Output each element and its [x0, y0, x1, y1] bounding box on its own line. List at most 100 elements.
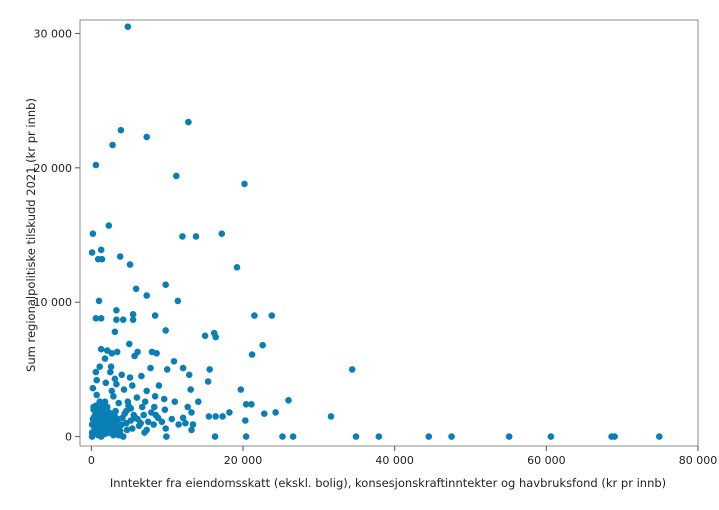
data-point [89, 230, 97, 237]
data-point [272, 409, 279, 416]
data-point [93, 391, 100, 399]
data-point [171, 398, 179, 406]
data-point [211, 433, 219, 440]
data-point [129, 425, 136, 432]
data-point [279, 433, 286, 440]
data-point [150, 421, 157, 428]
data-point [185, 371, 193, 379]
data-point [92, 161, 100, 169]
data-point [121, 410, 128, 418]
data-point [285, 397, 292, 404]
data-point [144, 418, 152, 426]
data-point [112, 407, 119, 415]
data-point [289, 433, 297, 440]
data-point [205, 413, 213, 420]
data-point [138, 372, 145, 380]
data-point [151, 403, 158, 411]
data-point [237, 386, 245, 393]
data-point [147, 364, 154, 372]
data-point [242, 433, 250, 440]
data-point [135, 422, 143, 430]
data-point [352, 433, 360, 440]
data-point [261, 410, 268, 418]
data-point [131, 352, 138, 360]
data-point [242, 401, 250, 408]
data-point [110, 393, 117, 400]
data-point [105, 429, 113, 436]
data-point [127, 417, 135, 424]
data-point [126, 374, 134, 381]
data-point [218, 230, 226, 237]
data-point [547, 433, 555, 440]
data-point [173, 172, 180, 180]
data-point [126, 340, 133, 348]
data-point [448, 433, 455, 440]
data-point [134, 415, 141, 423]
data-point [118, 421, 125, 428]
data-point [268, 312, 276, 319]
data-point [113, 348, 121, 356]
data-point [129, 382, 136, 389]
data-point [160, 395, 168, 403]
data-point [143, 387, 150, 395]
data-point [98, 255, 106, 263]
data-point [233, 264, 241, 271]
data-point [138, 403, 146, 411]
data-point [153, 350, 160, 357]
data-point [212, 413, 219, 420]
data-point [189, 421, 197, 428]
data-points [88, 23, 663, 440]
data-point [179, 414, 187, 422]
data-point [348, 366, 356, 373]
data-point [175, 421, 182, 428]
y-tick-label: 20 000 [34, 162, 73, 175]
x-tick-label: 40 000 [375, 454, 414, 467]
data-point [101, 398, 109, 406]
data-point [109, 141, 116, 149]
data-point [132, 285, 140, 293]
x-axis-title: Inntekter fra eiendomsskatt (ekskl. boli… [110, 476, 666, 490]
data-point [204, 378, 212, 385]
data-point [375, 433, 383, 440]
data-point [140, 411, 147, 419]
data-point [152, 411, 160, 419]
data-point [111, 328, 119, 336]
data-point [88, 249, 96, 256]
data-point [241, 180, 248, 188]
data-point [195, 398, 202, 406]
data-point [113, 380, 120, 388]
x-axis: 0 20 000 40 000 60 000 80 000 [88, 446, 717, 467]
data-point [101, 355, 109, 362]
data-point [162, 281, 169, 289]
data-point [113, 316, 120, 324]
data-point [251, 312, 258, 319]
data-point [327, 413, 335, 420]
data-point [259, 341, 267, 349]
data-point [108, 350, 116, 357]
y-tick-label: 0 [65, 431, 72, 444]
data-point [219, 413, 226, 420]
data-point [155, 382, 163, 389]
data-point [187, 386, 194, 393]
data-point [124, 23, 132, 31]
data-point [117, 126, 125, 134]
data-point [611, 433, 618, 440]
y-tick-label: 30 000 [34, 27, 73, 40]
data-point [505, 433, 513, 440]
data-point [120, 386, 128, 393]
data-point [242, 417, 249, 424]
data-point [188, 409, 195, 416]
data-point [93, 376, 100, 384]
y-tick-label: 10 000 [34, 296, 73, 309]
data-point [96, 363, 103, 371]
data-point [170, 358, 178, 365]
data-point [656, 433, 663, 440]
data-point [95, 297, 103, 305]
data-point [425, 433, 433, 440]
data-point [116, 253, 124, 260]
data-point [115, 399, 122, 407]
data-point [188, 426, 195, 434]
data-point [105, 222, 113, 229]
data-point [123, 426, 131, 434]
